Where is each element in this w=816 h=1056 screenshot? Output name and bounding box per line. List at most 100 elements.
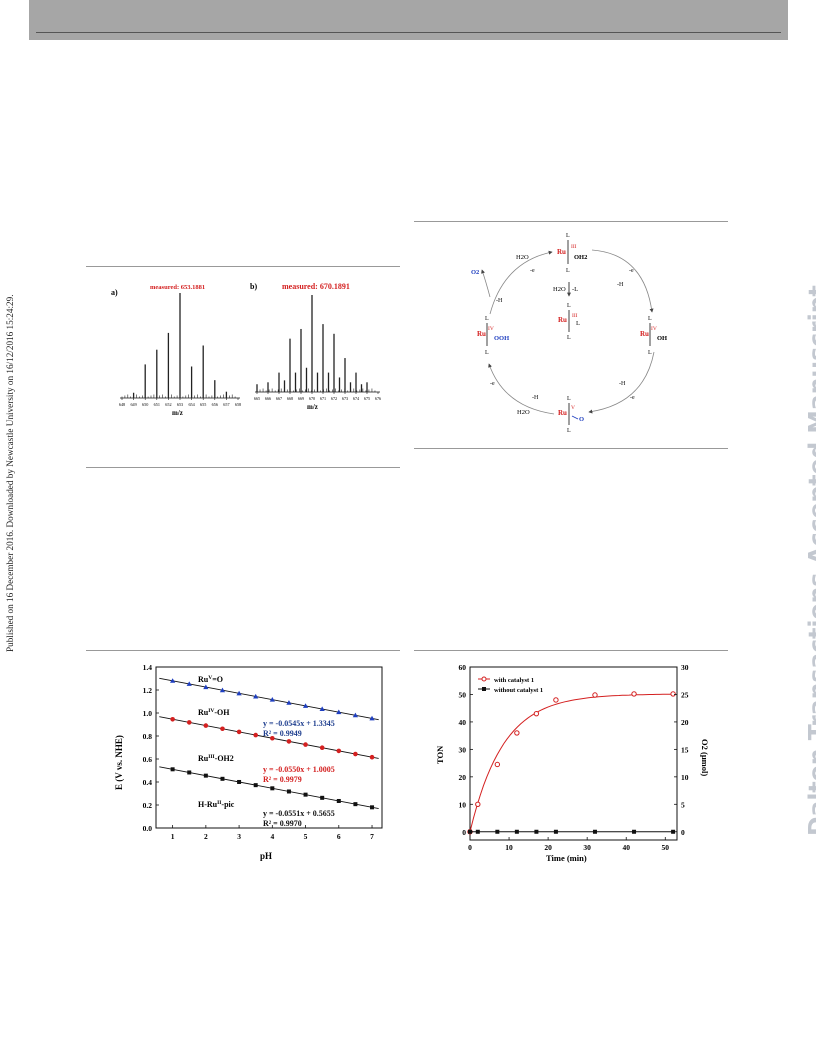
ton-right-tick-label: 20 (681, 718, 689, 727)
ms-tick-label: 666 (265, 396, 271, 401)
pourbaix-y-tick-label: 1.2 (143, 686, 153, 695)
ton-plot-frame (469, 666, 678, 841)
ton-point (671, 829, 676, 834)
pourbaix-fit-line (159, 716, 379, 759)
pourbaix-point (236, 690, 242, 696)
ton-left-ticks: 0 10 20 30 40 50 60 (459, 663, 473, 837)
ms-tick-label: 648 (119, 402, 125, 407)
ms-tick-label: 667 (276, 396, 282, 401)
ton-x-tick-label: 40 (622, 843, 630, 852)
manuscript-watermark-text: Dalton Transactions Accepted Manuscript (803, 285, 816, 836)
ms-tick-label: 657 (223, 402, 229, 407)
pourbaix-point (270, 786, 275, 791)
pourbaix-fit-line (159, 766, 379, 810)
pourbaix-point (320, 795, 325, 800)
pourbaix-point (270, 735, 275, 741)
pourbaix-point (286, 789, 291, 794)
pourbaix-point (303, 792, 308, 797)
species-center: H2O -L L Ru III L L (553, 282, 580, 341)
pourbaix-point (286, 700, 292, 705)
ms-tick-label: 653 (177, 402, 183, 407)
pourbaix-x-ticks: 1 2 3 4 5 6 7 (171, 825, 374, 841)
ton-left-tick-label: 10 (459, 800, 467, 809)
fig2-top-rule (414, 221, 728, 222)
step-e-right-top: -e (629, 268, 634, 274)
ton-left-tick-label: 0 (462, 828, 466, 837)
ms-tick-label: 673 (342, 396, 348, 401)
ms-tick-label: 651 (154, 402, 160, 407)
journal-header-bar (29, 0, 788, 40)
pourbaix-point (353, 802, 358, 807)
species-right: L Ru IV OH L (640, 316, 667, 356)
pourbaix-y-tick-label: 0.8 (143, 732, 153, 741)
ton-right-tick-label: 0 (681, 828, 685, 837)
ms-tick-label: 652 (165, 402, 171, 407)
ms-tick-label: 656 (212, 402, 218, 407)
ms-tick-label: 668 (287, 396, 293, 401)
ms-panel-b-xlabel: m/z (307, 403, 318, 411)
pourbaix-point (186, 720, 192, 725)
pourbaix-point (203, 723, 209, 728)
pourbaix-point (203, 773, 208, 778)
label-ru-v: RuV=O (198, 675, 223, 684)
species-bottom: L Ru V O L (558, 396, 584, 434)
pourbaix-point (203, 684, 209, 690)
mass-spectra-figure: a) measured: 653.1881 648 649 650 651 652 653… (111, 282, 381, 417)
pourbaix-y-tick-label: 0.4 (143, 778, 153, 787)
ms-panel-a-ticks: 648 649 650 651 652 653 654 655 656 657 658 (119, 398, 241, 407)
download-stamp-text: Published on 16 December 2016. Downloade… (5, 294, 15, 653)
ms-tick-label: 675 (364, 396, 370, 401)
ms-tick-label: 676 (375, 396, 381, 401)
pourbaix-x-tick-label: 1 (171, 832, 175, 841)
eq-ru-iv: y = -0.0550x + 1.0005 (263, 765, 335, 774)
ms-panel-b-label: b) (250, 282, 257, 291)
pourbaix-point (302, 703, 309, 708)
eq-ru-v: y = -0.0545x + 1.3345 (263, 719, 335, 728)
ton-right-tick-label: 15 (681, 745, 689, 754)
ligand-L: L (567, 303, 571, 309)
ligand-L: L (485, 350, 489, 356)
step-e-right-bottom: -e (630, 395, 635, 401)
ton-right-tick-label: 5 (681, 800, 685, 809)
step-h-bottom: -H (532, 395, 539, 401)
center-h2o: H2O (553, 286, 566, 293)
ton-point (495, 829, 500, 834)
ton-left-tick-label: 20 (459, 773, 467, 782)
ms-tick-label: 672 (331, 396, 337, 401)
ton-left-tick-label: 60 (459, 663, 467, 672)
pourbaix-point (187, 770, 192, 775)
ms-tick-label: 658 (235, 402, 241, 407)
pourbaix-point (219, 687, 226, 693)
r2-ru-iii: R² = 0.9970 (263, 819, 302, 828)
ton-point (475, 801, 481, 808)
ton-point (533, 710, 540, 717)
ton-x-tick-label: 50 (662, 843, 670, 852)
fig4-top-rule (414, 650, 728, 651)
center-minus-l: -L (572, 286, 578, 293)
ms-panel-b-peaks (256, 295, 376, 392)
ton-ylabel-left: TON (435, 745, 445, 764)
ton-xlabel: Time (min) (546, 853, 587, 863)
label-ru-ii: H-RuII-pic (198, 800, 235, 809)
ton-point (514, 730, 520, 736)
step-h2o-top: H2O (516, 254, 529, 261)
catalytic-cycle-figure: L Ru III OH2 L H2O -L L Ru III L L L Ru … (471, 233, 667, 434)
ton-x-tick-label: 30 (583, 843, 591, 852)
pourbaix-x-tick-label: 2 (204, 832, 208, 841)
ton-point (553, 829, 558, 834)
pourbaix-point (237, 779, 242, 784)
pourbaix-y-tick-label: 1.4 (143, 663, 153, 672)
ms-tick-label: 670 (309, 396, 315, 401)
ton-point (534, 829, 539, 834)
ox-state-left: IV (488, 326, 494, 332)
step-h2o-bottom: H2O (517, 409, 530, 416)
ton-point (514, 829, 519, 834)
arc-left-top (489, 250, 553, 315)
ton-right-ticks: 0 5 10 15 20 25 30 (674, 663, 689, 837)
ton-legend: with catalyst 1 without catalyst 1 (478, 676, 543, 694)
ton-right-tick-label: 30 (681, 663, 689, 672)
ton-point (494, 761, 501, 768)
pourbaix-y-tick-label: 1.0 (143, 709, 153, 718)
ru-label: Ru (558, 409, 567, 417)
fig1-top-rule (86, 266, 400, 267)
